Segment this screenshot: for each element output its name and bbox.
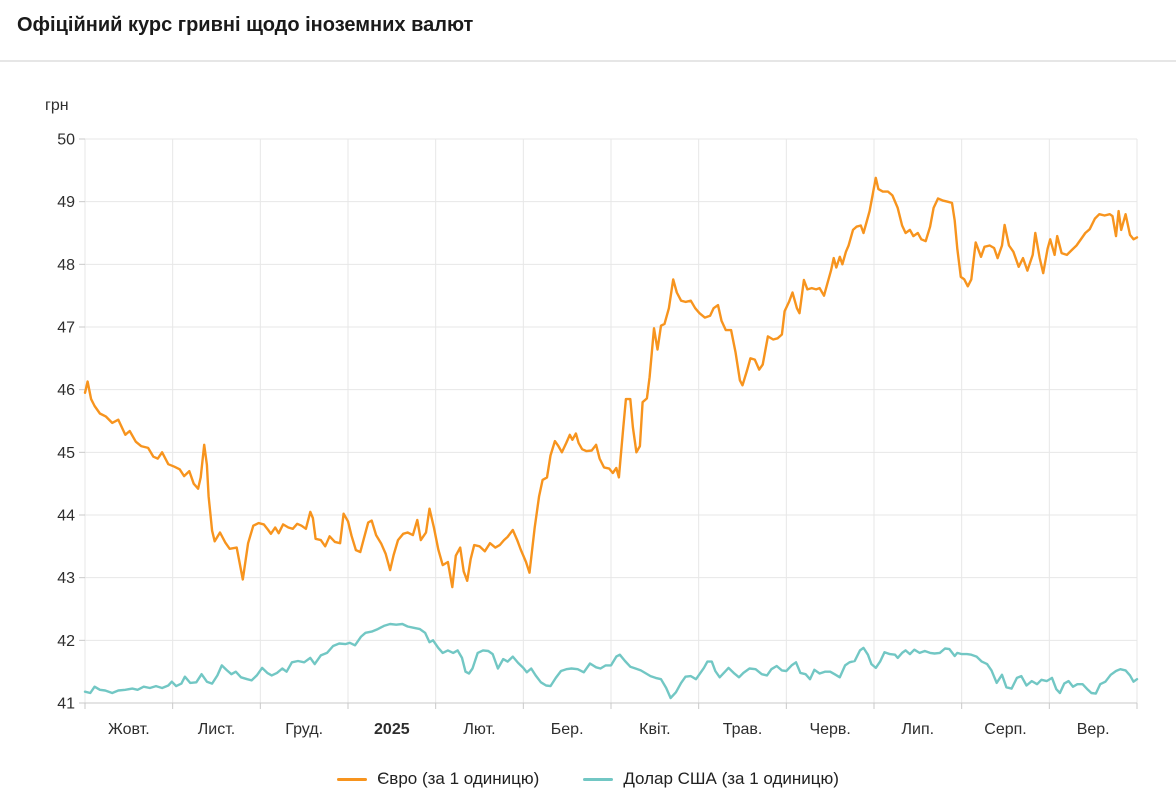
chart-legend: Євро (за 1 одиницю) Долар США (за 1 один… [0,764,1176,794]
grid-lines [84,138,1138,704]
x-tick-label: Черв. [809,721,850,738]
y-tick-label: 47 [57,320,75,337]
x-tick-label: 2025 [374,721,410,738]
axis-labels: 50 49 48 47 46 45 44 43 42 41 Жовт. Лист. Груд. 2025 Л… [45,97,1110,738]
x-tick-label: Жовт. [108,721,150,738]
legend-label-euro: Євро (за 1 одиницю) [377,769,540,788]
exchange-rate-chart[interactable]: 50 49 48 47 46 45 44 43 42 41 Жовт. Лист. Груд. 2025 Л… [0,62,1176,762]
x-tick-label: Бер. [551,721,584,738]
x-tick-label: Лист. [198,721,235,738]
y-tick-label: 48 [57,257,75,274]
x-tick-label: Лют. [463,721,495,738]
y-tick-label: 46 [57,382,75,399]
y-tick-label: 41 [57,696,75,713]
legend-label-usd: Долар США (за 1 одиницю) [623,769,839,788]
x-tick-label: Вер. [1077,721,1110,738]
y-tick-label: 44 [57,508,75,525]
x-tick-label: Серп. [984,721,1026,738]
y-tick-label: 50 [57,132,75,149]
page-title: Офіційний курс гривні щодо іноземних вал… [17,14,474,36]
usd-line-swatch-icon [583,777,614,781]
usd-series-line [83,622,1139,700]
chart-canvas[interactable]: 50 49 48 47 46 45 44 43 42 41 Жовт. Лист. Груд. 2025 Л… [0,62,1176,803]
x-tick-label: Квіт. [639,721,670,738]
y-tick-label: 45 [57,445,75,462]
y-axis-unit-label: грн [45,97,69,114]
x-tick-label: Груд. [285,721,323,738]
euro-series-line [83,176,1139,589]
axes [79,138,1138,709]
x-tick-label: Лип. [902,721,935,738]
title-divider [0,60,1176,62]
y-tick-label: 43 [57,570,75,587]
y-tick-label: 49 [57,194,75,211]
y-tick-label: 42 [57,633,75,650]
x-tick-label: Трав. [723,721,763,738]
euro-line-swatch-icon [337,777,368,781]
legend-item-euro[interactable]: Євро (за 1 одиницю) [337,769,539,789]
legend-item-usd[interactable]: Долар США (за 1 одиницю) [583,769,839,789]
